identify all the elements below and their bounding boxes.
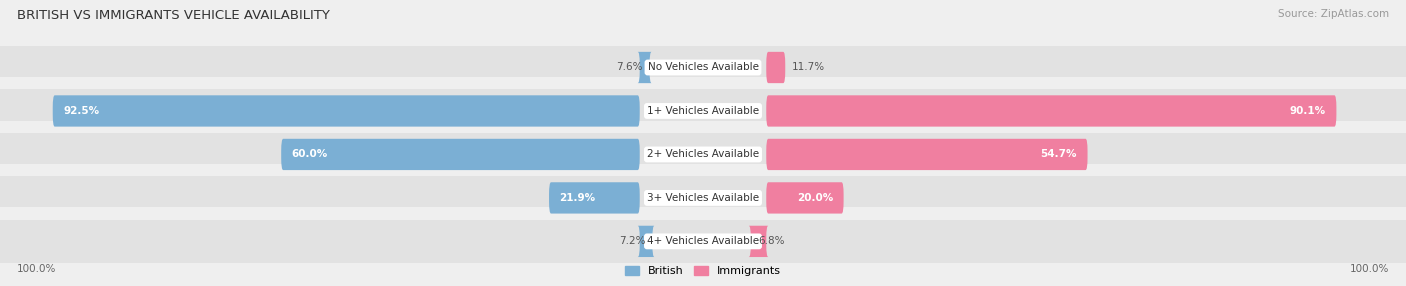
- Text: 100.0%: 100.0%: [1350, 264, 1389, 274]
- Text: 4+ Vehicles Available: 4+ Vehicles Available: [647, 237, 759, 246]
- Text: 1+ Vehicles Available: 1+ Vehicles Available: [647, 106, 759, 116]
- Text: 2+ Vehicles Available: 2+ Vehicles Available: [647, 150, 759, 159]
- Text: 20.0%: 20.0%: [797, 193, 832, 203]
- FancyBboxPatch shape: [749, 226, 768, 257]
- Text: 90.1%: 90.1%: [1289, 106, 1326, 116]
- Bar: [0, 176, 1406, 220]
- Bar: [0, 33, 1406, 46]
- FancyBboxPatch shape: [766, 182, 844, 214]
- Text: 60.0%: 60.0%: [292, 150, 328, 159]
- Bar: [0, 120, 1406, 133]
- FancyBboxPatch shape: [766, 95, 1336, 127]
- Text: 3+ Vehicles Available: 3+ Vehicles Available: [647, 193, 759, 203]
- Bar: [0, 220, 1406, 263]
- Bar: [0, 89, 1406, 133]
- Text: 6.8%: 6.8%: [758, 237, 785, 246]
- Text: Source: ZipAtlas.com: Source: ZipAtlas.com: [1278, 9, 1389, 19]
- Text: 21.9%: 21.9%: [560, 193, 596, 203]
- FancyBboxPatch shape: [638, 52, 651, 83]
- Text: 92.5%: 92.5%: [63, 106, 100, 116]
- Text: 54.7%: 54.7%: [1040, 150, 1077, 159]
- Text: 11.7%: 11.7%: [793, 63, 825, 72]
- Bar: [0, 207, 1406, 220]
- Bar: [0, 133, 1406, 176]
- Bar: [0, 46, 1406, 89]
- FancyBboxPatch shape: [281, 139, 640, 170]
- Legend: British, Immigrants: British, Immigrants: [621, 261, 785, 281]
- FancyBboxPatch shape: [766, 52, 785, 83]
- Bar: [0, 77, 1406, 89]
- Text: 100.0%: 100.0%: [17, 264, 56, 274]
- FancyBboxPatch shape: [53, 95, 640, 127]
- Text: 7.2%: 7.2%: [619, 237, 645, 246]
- FancyBboxPatch shape: [548, 182, 640, 214]
- Text: 7.6%: 7.6%: [616, 63, 643, 72]
- FancyBboxPatch shape: [638, 226, 654, 257]
- Text: BRITISH VS IMMIGRANTS VEHICLE AVAILABILITY: BRITISH VS IMMIGRANTS VEHICLE AVAILABILI…: [17, 9, 330, 21]
- Text: No Vehicles Available: No Vehicles Available: [648, 63, 758, 72]
- FancyBboxPatch shape: [766, 139, 1088, 170]
- Bar: [0, 164, 1406, 176]
